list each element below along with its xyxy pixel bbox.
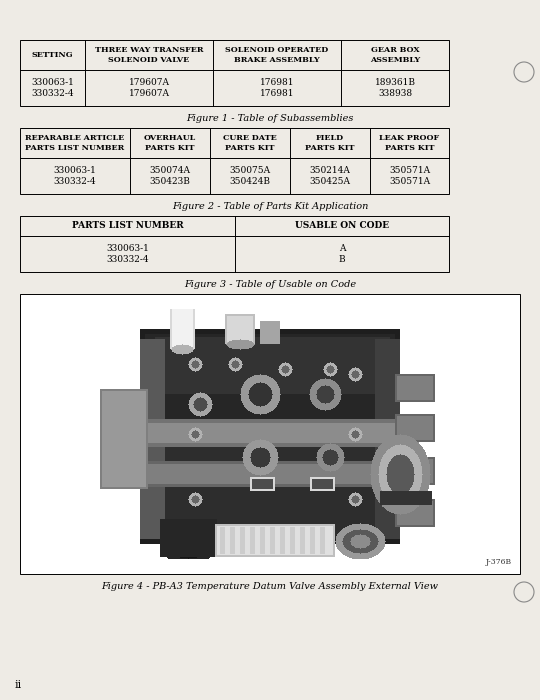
Text: USABLE ON CODE: USABLE ON CODE — [295, 221, 389, 230]
Text: LEAK PROOF
PARTS KIT: LEAK PROOF PARTS KIT — [380, 134, 440, 152]
Text: 350214A
350425A: 350214A 350425A — [309, 166, 350, 186]
Text: REPARABLE ARTICLE
PARTS LIST NUMBER: REPARABLE ARTICLE PARTS LIST NUMBER — [25, 134, 125, 152]
Text: 179607A
179607A: 179607A 179607A — [129, 78, 170, 99]
Text: Figure 4 - PB-A3 Temperature Datum Valve Assembly External View: Figure 4 - PB-A3 Temperature Datum Valve… — [102, 582, 438, 591]
Text: Figure 2 - Table of Parts Kit Application: Figure 2 - Table of Parts Kit Applicatio… — [172, 202, 368, 211]
Text: Figure 3 - Table of Usable on Code: Figure 3 - Table of Usable on Code — [184, 280, 356, 289]
Text: Figure 1 - Table of Subassemblies: Figure 1 - Table of Subassemblies — [186, 114, 354, 123]
Bar — [20, 40, 449, 106]
Text: 330063-1
330332-4: 330063-1 330332-4 — [53, 166, 97, 186]
Text: PARTS LIST NUMBER: PARTS LIST NUMBER — [72, 221, 183, 230]
Text: 189361B
338938: 189361B 338938 — [375, 78, 415, 99]
Bar — [20, 216, 449, 272]
Text: 330063-1
330332-4: 330063-1 330332-4 — [31, 78, 74, 99]
Text: 350075A
350424B: 350075A 350424B — [230, 166, 271, 186]
Bar — [20, 294, 520, 574]
Text: OVERHAUL
PARTS KIT: OVERHAUL PARTS KIT — [144, 134, 196, 152]
Text: GEAR BOX
ASSEMBLY: GEAR BOX ASSEMBLY — [370, 46, 420, 64]
Text: 350074A
350423B: 350074A 350423B — [150, 166, 191, 186]
Text: J-376B: J-376B — [486, 558, 512, 566]
Text: SETTING: SETTING — [32, 51, 73, 59]
Text: 330063-1
330332-4: 330063-1 330332-4 — [106, 244, 149, 265]
Text: 176981
176981: 176981 176981 — [260, 78, 294, 99]
Text: THREE WAY TRANSFER
SOLENOID VALVE: THREE WAY TRANSFER SOLENOID VALVE — [94, 46, 203, 64]
Text: ii: ii — [15, 680, 22, 690]
Text: 350571A
350571A: 350571A 350571A — [389, 166, 430, 186]
Text: SOLENOID OPERATED
BRAKE ASSEMBLY: SOLENOID OPERATED BRAKE ASSEMBLY — [225, 46, 329, 64]
Text: A
B: A B — [339, 244, 345, 265]
Text: FIELD
PARTS KIT: FIELD PARTS KIT — [305, 134, 355, 152]
Bar — [20, 128, 449, 194]
Text: CURE DATE
PARTS KIT: CURE DATE PARTS KIT — [223, 134, 277, 152]
